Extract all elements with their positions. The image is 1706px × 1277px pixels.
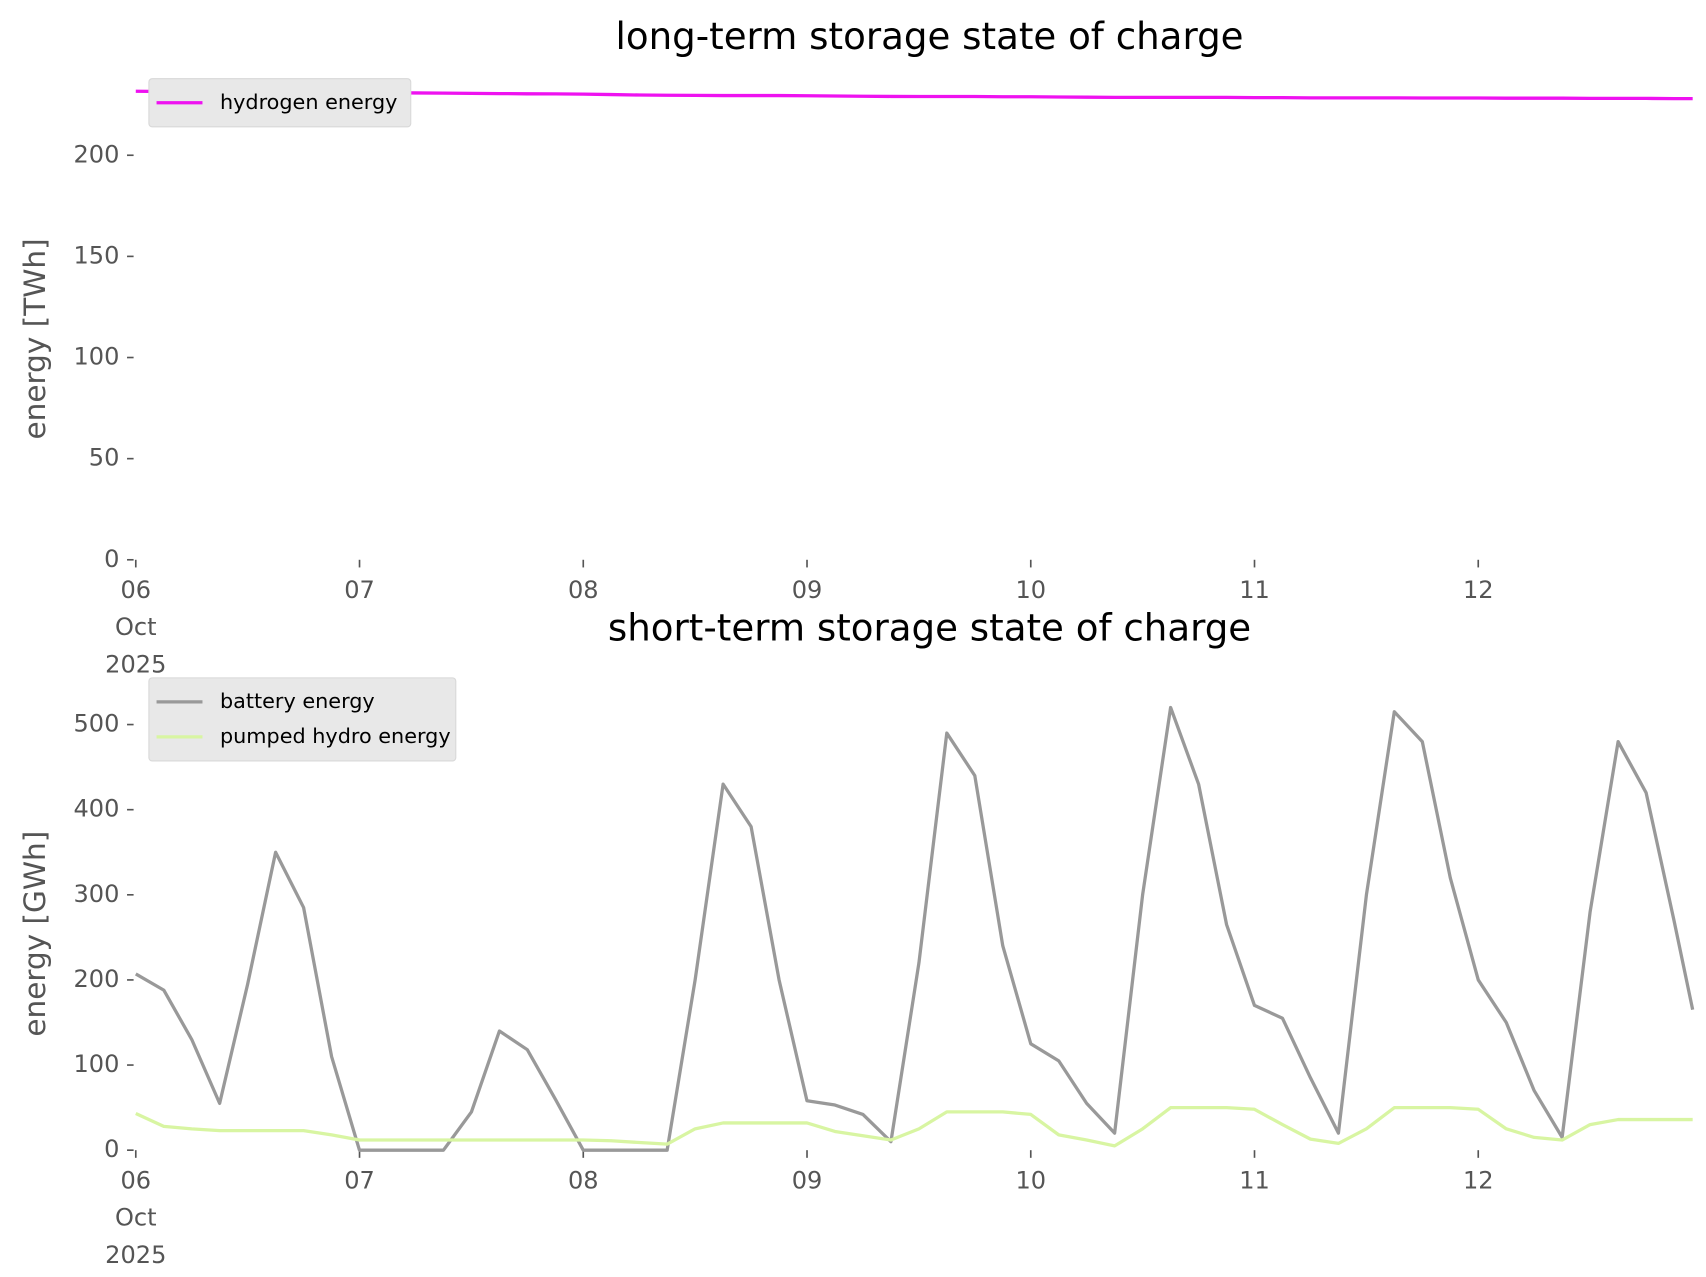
x-tick-label: 08 <box>568 1166 599 1194</box>
x-tick-label-line: 2025 <box>105 650 166 678</box>
x-tick-label-line: 07 <box>344 1166 375 1194</box>
y-tick-label: 500 <box>73 710 119 738</box>
y-tick-label: 400 <box>73 795 119 823</box>
x-tick-label-line: 2025 <box>105 1241 166 1269</box>
x-tick-label-line: 11 <box>1239 576 1270 604</box>
y-tick-label: 100 <box>73 343 119 371</box>
x-tick-label-line: 07 <box>344 576 375 604</box>
series-line <box>134 705 1695 1152</box>
x-tick-label-line: 08 <box>568 1166 599 1194</box>
x-tick-label: 10 <box>1015 1166 1046 1194</box>
x-tick-label: 11 <box>1239 576 1270 604</box>
legend-box <box>148 78 412 128</box>
x-tick-label-line: 12 <box>1463 1166 1494 1194</box>
chart-title: long-term storage state of charge <box>616 14 1244 58</box>
legend-box <box>148 677 457 762</box>
x-tick-label: 11 <box>1239 1166 1270 1194</box>
y-axis-label: energy [GWh] <box>18 831 52 1037</box>
x-tick-label-line: 06 <box>120 576 151 604</box>
y-tick-label: 200 <box>73 965 119 993</box>
x-tick-label: 07 <box>344 1166 375 1194</box>
legend-label: pumped hydro energy <box>220 724 451 748</box>
x-tick-label: 08 <box>568 576 599 604</box>
y-tick-label: 50 <box>89 444 120 472</box>
legend-label: battery energy <box>220 689 375 713</box>
y-tick-label: 0 <box>104 1135 119 1163</box>
x-tick-label: 09 <box>792 1166 823 1194</box>
x-tick-label-line: 06 <box>120 1166 151 1194</box>
x-tick-label-line: Oct <box>115 1204 157 1232</box>
x-tick-label: 09 <box>792 576 823 604</box>
legend-label: hydrogen energy <box>220 90 397 114</box>
x-tick-label: 12 <box>1463 576 1494 604</box>
x-tick-label-line: 10 <box>1015 576 1046 604</box>
y-tick-label: 150 <box>73 241 119 269</box>
y-tick-label: 0 <box>104 545 119 573</box>
y-tick-label: 200 <box>73 140 119 168</box>
y-tick-label: 300 <box>73 880 119 908</box>
chart-title: short-term storage state of charge <box>608 605 1251 649</box>
x-tick-label: 10 <box>1015 576 1046 604</box>
series-line <box>135 1106 1693 1148</box>
x-tick-label-line: 11 <box>1239 1166 1270 1194</box>
y-tick-label: 100 <box>73 1050 119 1078</box>
x-tick-label-line: 08 <box>568 576 599 604</box>
x-tick-label-line: 12 <box>1463 576 1494 604</box>
x-tick-label-line: Oct <box>115 613 157 641</box>
x-tick-label: 12 <box>1463 1166 1494 1194</box>
y-axis-label: energy [TWh] <box>18 238 52 439</box>
x-tick-label: 07 <box>344 576 375 604</box>
x-tick-label-line: 09 <box>792 576 823 604</box>
x-tick-label-line: 10 <box>1015 1166 1046 1194</box>
x-tick-label-line: 09 <box>792 1166 823 1194</box>
x-tick-label: 06 Oct 2025 <box>105 1166 166 1268</box>
x-tick-label: 06 Oct 2025 <box>105 576 166 678</box>
